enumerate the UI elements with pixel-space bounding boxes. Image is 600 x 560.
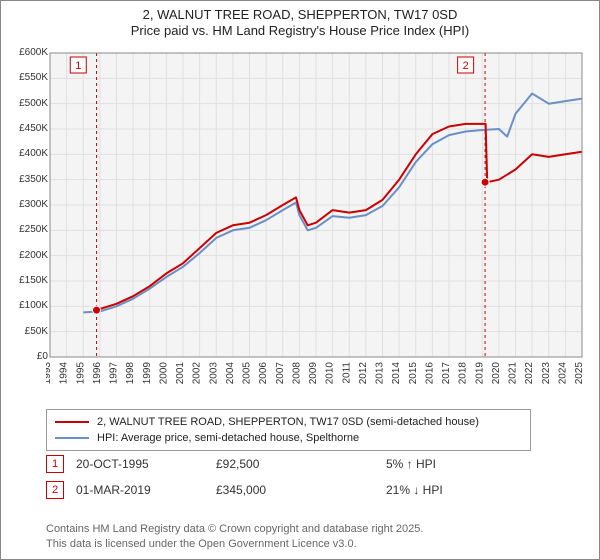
legend-label-hpi: HPI: Average price, semi-detached house,… xyxy=(97,432,359,444)
svg-text:2001: 2001 xyxy=(175,362,186,385)
y-tick-label: £50K xyxy=(8,326,48,337)
svg-text:2002: 2002 xyxy=(192,362,203,385)
svg-text:2: 2 xyxy=(463,60,469,72)
svg-text:2000: 2000 xyxy=(158,362,169,385)
svg-text:2003: 2003 xyxy=(208,362,219,385)
svg-text:2022: 2022 xyxy=(524,362,535,385)
footer-attribution: Contains HM Land Registry data © Crown c… xyxy=(46,522,423,551)
y-tick-label: £300K xyxy=(8,199,48,210)
svg-text:2024: 2024 xyxy=(557,362,568,385)
svg-text:2006: 2006 xyxy=(258,362,269,385)
svg-text:1997: 1997 xyxy=(109,362,120,385)
title-block: 2, WALNUT TREE ROAD, SHEPPERTON, TW17 0S… xyxy=(1,1,599,40)
svg-text:2017: 2017 xyxy=(441,362,452,385)
svg-text:2014: 2014 xyxy=(391,362,402,385)
sale-delta: 21% ↓ HPI xyxy=(386,483,546,497)
svg-text:2010: 2010 xyxy=(325,362,336,385)
title-line2: Price paid vs. HM Land Registry's House … xyxy=(1,23,599,39)
sale-delta: 5% ↑ HPI xyxy=(386,457,546,471)
chart-svg: 1993 1994 1995 1996 1997 1998 1999 2000 2001 2002… xyxy=(46,49,586,399)
y-tick-label: £350K xyxy=(8,174,48,185)
y-tick-label: £450K xyxy=(8,123,48,134)
svg-text:2019: 2019 xyxy=(474,362,485,385)
svg-text:2004: 2004 xyxy=(225,362,236,385)
svg-text:2015: 2015 xyxy=(408,362,419,385)
y-tick-label: £100K xyxy=(8,300,48,311)
svg-text:2021: 2021 xyxy=(508,362,519,385)
y-tick-label: £200K xyxy=(8,250,48,261)
svg-text:2025: 2025 xyxy=(574,362,585,385)
sale-badge-2: 2 xyxy=(46,481,64,499)
y-tick-label: £550K xyxy=(8,72,48,83)
y-tick-label: £400K xyxy=(8,148,48,159)
svg-text:2005: 2005 xyxy=(242,362,253,385)
svg-text:1994: 1994 xyxy=(59,362,70,385)
svg-text:2009: 2009 xyxy=(308,362,319,385)
svg-text:2020: 2020 xyxy=(491,362,502,385)
svg-text:2018: 2018 xyxy=(458,362,469,385)
legend-box: 2, WALNUT TREE ROAD, SHEPPERTON, TW17 0S… xyxy=(46,409,531,451)
svg-text:1: 1 xyxy=(75,60,81,72)
svg-text:1995: 1995 xyxy=(75,362,86,385)
y-tick-label: £600K xyxy=(8,47,48,58)
footer-line2: This data is licensed under the Open Gov… xyxy=(46,537,423,551)
svg-text:2016: 2016 xyxy=(424,362,435,385)
svg-text:2013: 2013 xyxy=(375,362,386,385)
svg-text:1996: 1996 xyxy=(92,362,103,385)
y-tick-label: £500K xyxy=(8,98,48,109)
sale-price: £92,500 xyxy=(216,457,386,471)
footer-line1: Contains HM Land Registry data © Crown c… xyxy=(46,522,423,536)
sale-price: £345,000 xyxy=(216,483,386,497)
chart-container: 2, WALNUT TREE ROAD, SHEPPERTON, TW17 0S… xyxy=(0,0,600,560)
y-tick-label: £150K xyxy=(8,275,48,286)
sale-row: 2 01-MAR-2019 £345,000 21% ↓ HPI xyxy=(46,479,566,501)
title-line1: 2, WALNUT TREE ROAD, SHEPPERTON, TW17 0S… xyxy=(1,7,599,23)
svg-text:1998: 1998 xyxy=(125,362,136,385)
sale-row: 1 20-OCT-1995 £92,500 5% ↑ HPI xyxy=(46,453,566,475)
svg-text:2011: 2011 xyxy=(341,362,352,384)
y-tick-label: £250K xyxy=(8,224,48,235)
legend-swatch-price-paid xyxy=(55,421,89,423)
sale-badge-1: 1 xyxy=(46,455,64,473)
y-tick-label: £0 xyxy=(8,351,48,362)
chart-plot: 1993 1994 1995 1996 1997 1998 1999 2000 2001 2002… xyxy=(46,49,586,399)
svg-text:2012: 2012 xyxy=(358,362,369,385)
legend-item-price-paid: 2, WALNUT TREE ROAD, SHEPPERTON, TW17 0S… xyxy=(55,414,522,430)
svg-text:2023: 2023 xyxy=(541,362,552,385)
legend-item-hpi: HPI: Average price, semi-detached house,… xyxy=(55,430,522,446)
legend-swatch-hpi xyxy=(55,437,89,439)
sales-table: 1 20-OCT-1995 £92,500 5% ↑ HPI 2 01-MAR-… xyxy=(46,453,566,505)
svg-text:2007: 2007 xyxy=(275,362,286,385)
sale-date: 20-OCT-1995 xyxy=(76,457,216,471)
svg-text:1999: 1999 xyxy=(142,362,153,385)
svg-text:1993: 1993 xyxy=(46,362,53,385)
sale-date: 01-MAR-2019 xyxy=(76,483,216,497)
svg-text:2008: 2008 xyxy=(291,362,302,385)
legend-label-price-paid: 2, WALNUT TREE ROAD, SHEPPERTON, TW17 0S… xyxy=(97,416,479,428)
